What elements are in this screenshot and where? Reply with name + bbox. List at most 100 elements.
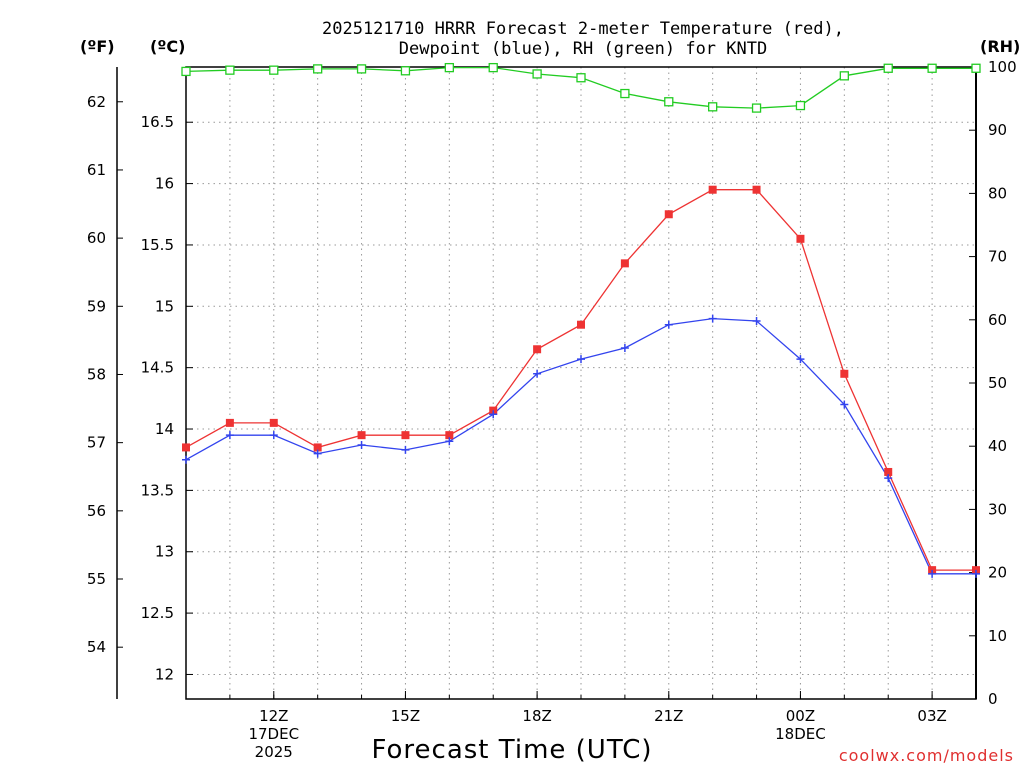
dewpoint-point	[269, 431, 278, 440]
x-tick-label: 00Z	[786, 707, 815, 725]
dewpoint-point	[489, 410, 498, 419]
dewpoint-point	[182, 455, 190, 464]
fahrenheit-tick-label: 56	[87, 502, 106, 520]
celsius-tick-label: 14.5	[141, 359, 174, 377]
temperature-point	[182, 443, 190, 452]
dewpoint-point	[357, 440, 366, 449]
rh-tick-label: 80	[988, 184, 1007, 202]
rh-tick-label: 30	[988, 500, 1007, 518]
rh-point	[356, 64, 367, 74]
dewpoint-point	[708, 314, 717, 323]
celsius-tick-label: 16	[155, 175, 174, 193]
fahrenheit-tick-label: 57	[87, 434, 106, 452]
markers-group	[181, 62, 981, 578]
celsius-tick-label: 16.5	[141, 113, 174, 131]
rh-point	[225, 65, 235, 75]
rh-point	[181, 66, 191, 77]
dewpoint-point	[972, 569, 980, 578]
celsius-tick-label: 12.5	[141, 604, 174, 622]
temperature-point	[752, 185, 761, 194]
rh-tick-label: 100	[988, 58, 1017, 76]
temperature-point	[313, 443, 322, 452]
axes	[116, 66, 977, 700]
temperature-point	[357, 431, 366, 440]
fahrenheit-tick-label: 62	[87, 93, 106, 111]
temperature-point	[884, 467, 893, 476]
temperature-point	[664, 210, 673, 219]
celsius-unit-label: (ºC)	[150, 37, 185, 56]
rh-point	[313, 64, 323, 74]
rh-point	[664, 97, 674, 107]
rh-tick-label: 50	[988, 374, 1007, 392]
rh-tick-label: 40	[988, 437, 1007, 455]
dewpoint-point	[620, 344, 629, 353]
x-tick-label: 17DEC	[248, 725, 299, 743]
celsius-tick-label: 14	[155, 420, 174, 438]
x-tick-label: 15Z	[391, 707, 420, 725]
dewpoint-point	[928, 569, 937, 578]
gridlines	[185, 67, 977, 699]
dewpoint-point	[313, 449, 322, 458]
rh-point	[795, 100, 806, 111]
fahrenheit-tick-label: 58	[87, 365, 106, 383]
rh-point	[532, 69, 542, 79]
dewpoint-point	[840, 400, 849, 409]
celsius-tick-label: 13.5	[141, 481, 174, 499]
chart-subtitle: Dewpoint (blue), RH (green) for KNTD	[399, 39, 767, 59]
dewpoint-point	[401, 445, 410, 454]
dewpoint-point	[752, 317, 761, 326]
dewpoint-point	[664, 320, 673, 329]
dewpoint-point	[884, 474, 893, 483]
rh-tick-label: 70	[988, 248, 1007, 266]
rh-point	[883, 63, 893, 73]
x-axis-label: Forecast Time (UTC)	[371, 735, 652, 765]
dewpoint-point	[577, 355, 585, 364]
temperature-point	[445, 431, 454, 440]
x-tick-label: 2025	[255, 743, 293, 761]
temperature-point	[840, 369, 849, 378]
rh-point	[839, 71, 849, 81]
temperature-point	[620, 259, 629, 268]
celsius-tick-label: 15	[155, 297, 174, 315]
rh-point	[708, 102, 718, 112]
rh-point	[620, 88, 630, 99]
watermark: coolwx.com/models	[839, 746, 1014, 765]
fahrenheit-tick-label: 60	[87, 229, 106, 247]
fahrenheit-tick-label: 55	[87, 570, 106, 588]
rh-unit-label: (RH)	[980, 37, 1020, 56]
dewpoint-point	[445, 437, 454, 446]
rh-point	[444, 62, 454, 73]
rh-point	[488, 62, 498, 73]
rh-tick-label: 0	[988, 690, 998, 708]
temperature-point	[225, 418, 234, 427]
x-tick-label: 12Z	[259, 707, 288, 725]
dewpoint-point	[796, 355, 805, 364]
rh-tick-label: 10	[988, 627, 1007, 645]
rh-point	[971, 63, 981, 73]
rh-point	[927, 63, 937, 73]
celsius-tick-label: 15.5	[141, 236, 174, 254]
celsius-tick-label: 13	[155, 543, 174, 561]
temperature-point	[533, 345, 542, 354]
rh-point	[751, 103, 762, 113]
tick-labels: 12 12.5 13 13.5 14 14.5 15 15.5 16 16.5 54 55 56 57 58…	[87, 58, 1017, 761]
fahrenheit-tick-label: 61	[87, 161, 106, 179]
dewpoint-point	[533, 369, 542, 378]
temperature-point	[269, 418, 278, 427]
x-tick-label: 21Z	[654, 707, 683, 725]
temperature-point	[577, 320, 585, 329]
fahrenheit-unit-label: (ºF)	[80, 37, 115, 56]
x-tick-label: 18Z	[522, 707, 551, 725]
x-tick-label: 03Z	[917, 707, 946, 725]
rh-point	[269, 65, 279, 75]
fahrenheit-tick-label: 54	[87, 638, 106, 656]
chart-title: 2025121710 HRRR Forecast 2-meter Tempera…	[322, 19, 844, 39]
rh-point	[576, 73, 586, 83]
temperature-point	[401, 431, 410, 440]
rh-tick-label: 90	[988, 121, 1007, 139]
temperature-point	[708, 185, 717, 194]
dewpoint-point	[225, 431, 234, 440]
rh-tick-label: 60	[988, 311, 1007, 329]
fahrenheit-tick-label: 59	[87, 297, 106, 315]
